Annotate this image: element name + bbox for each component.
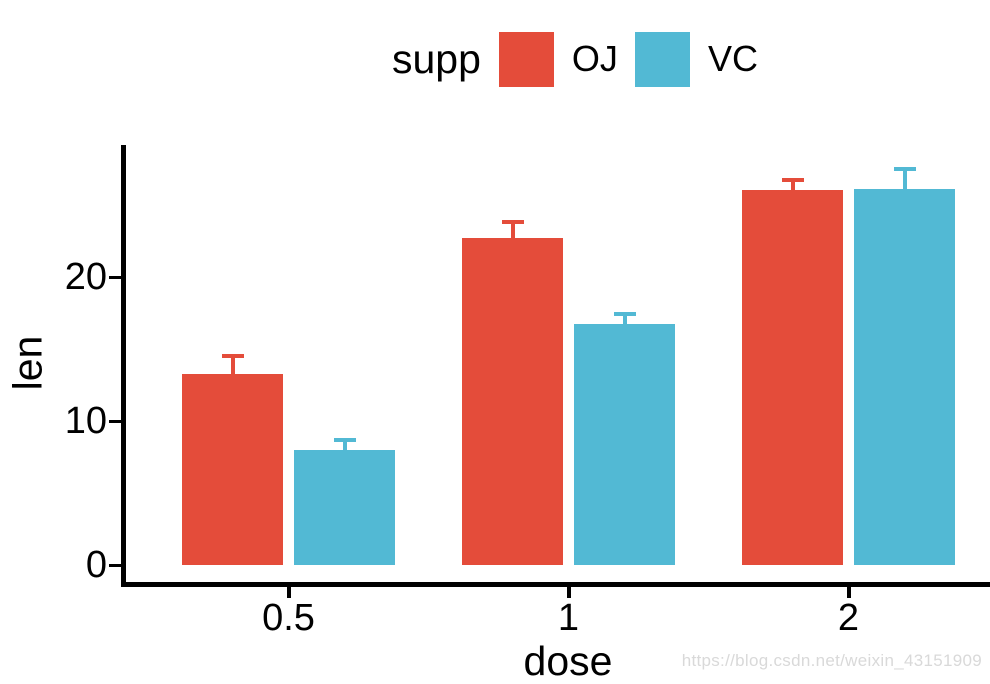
bar-vc-dose-1 (574, 323, 675, 565)
y-tick-label-0: 0 (85, 544, 107, 586)
error-bar-oj-dose-1 (510, 220, 515, 239)
x-axis-line (121, 582, 990, 587)
error-cap-oj-dose-0.5 (221, 354, 244, 359)
x-axis-title: dose (523, 638, 613, 684)
y-tick-mark-20 (109, 276, 121, 279)
x-tick-mark-2 (846, 587, 851, 598)
error-bar-vc-dose-1 (622, 311, 627, 324)
legend-item-oj: OJ (498, 31, 618, 87)
bar-oj-dose-0.5 (182, 374, 283, 565)
x-tick-mark-1 (566, 587, 571, 598)
x-tick-label-1: 1 (557, 597, 580, 639)
error-bar-vc-dose-0.5 (342, 437, 347, 451)
legend-item-vc: VC (634, 31, 758, 87)
error-cap-vc-dose-1 (613, 311, 636, 316)
y-tick-label-20: 20 (64, 256, 107, 298)
legend-key-oj-swatch (498, 31, 554, 87)
error-bar-oj-dose-0.5 (230, 354, 235, 375)
y-tick-mark-10 (109, 420, 121, 423)
x-tick-label-0.5: 0.5 (262, 597, 315, 639)
bar-oj-dose-1 (462, 238, 563, 565)
legend-label-vc: VC (707, 38, 758, 79)
x-tick-label-2: 2 (837, 597, 860, 639)
chart-legend: supp OJ VC (392, 30, 758, 88)
error-cap-vc-dose-2 (893, 166, 916, 171)
legend-title: supp (392, 35, 481, 82)
x-tick-mark-0.5 (286, 587, 291, 598)
error-bar-vc-dose-2 (902, 166, 907, 189)
watermark: https://blog.csdn.net/weixin_43151909 (681, 651, 982, 670)
error-bar-oj-dose-2 (790, 177, 795, 190)
y-tick-mark-0 (109, 564, 121, 567)
error-cap-oj-dose-2 (781, 177, 804, 182)
legend-label-oj: OJ (571, 38, 618, 79)
y-axis-title: len (4, 335, 51, 391)
y-axis-line (121, 145, 126, 587)
bar-vc-dose-0.5 (294, 450, 395, 565)
bar-oj-dose-2 (742, 189, 843, 565)
bar-vc-dose-2 (854, 188, 955, 565)
legend-items: OJ VC (498, 31, 758, 87)
error-cap-vc-dose-0.5 (333, 437, 356, 442)
legend-key-vc-swatch (634, 31, 690, 87)
error-cap-oj-dose-1 (501, 220, 524, 225)
y-tick-label-10: 10 (64, 400, 107, 442)
